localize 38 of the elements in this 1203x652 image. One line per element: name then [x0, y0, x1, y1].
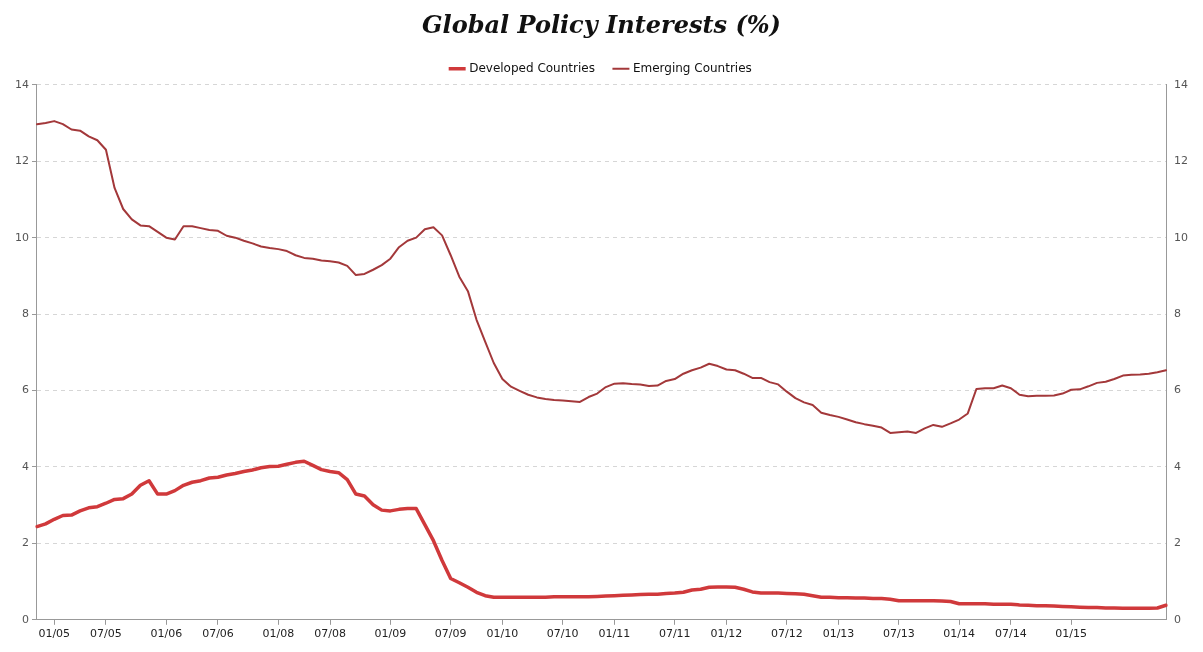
- x-tick-label: 01/12: [710, 627, 743, 641]
- y-tick-label: 8: [22, 306, 29, 320]
- x-tick-label: 07/10: [546, 627, 579, 641]
- y2-tick-label: 6: [1174, 383, 1181, 397]
- legend-label: Developed Countries: [469, 60, 595, 75]
- y-tick-label: 2: [22, 536, 29, 550]
- y2-tick-label: 4: [1174, 459, 1181, 473]
- x-tick-label: 01/09: [374, 627, 407, 641]
- x-tick-label: 01/10: [486, 627, 519, 641]
- x-tick-label: 07/12: [770, 627, 803, 641]
- x-tick-label: 01/14: [943, 627, 976, 641]
- x-tick-label: 07/14: [995, 627, 1027, 641]
- y2-tick-label: 10: [1174, 230, 1188, 244]
- x-tick-label: 01/15: [1055, 627, 1088, 641]
- x-tick-label: 01/06: [150, 627, 183, 641]
- y-tick-label: 4: [22, 459, 29, 473]
- y2-tick-label: 2: [1174, 536, 1181, 550]
- x-tick-label: 07/08: [314, 627, 346, 641]
- chart-title: Global Policy Interests (%): [422, 9, 781, 39]
- x-tick-label: 07/06: [202, 627, 234, 641]
- x-tick-label: 07/13: [882, 627, 915, 641]
- y-tick-label: 10: [15, 230, 29, 244]
- x-tick-label: 01/05: [38, 627, 71, 641]
- x-tick-label: 07/09: [434, 627, 467, 641]
- y2-tick-label: 12: [1174, 154, 1188, 168]
- x-tick-label: 07/05: [90, 627, 122, 641]
- y2-tick-label: 0: [1174, 612, 1181, 626]
- y-tick-label: 12: [15, 154, 29, 168]
- y-tick-label: 6: [22, 383, 29, 397]
- y2-tick-label: 8: [1174, 306, 1181, 320]
- y-tick-label: 0: [22, 612, 29, 626]
- x-tick-label: 01/08: [262, 627, 295, 641]
- y-tick-label: 14: [15, 77, 29, 91]
- x-tick-label: 01/11: [598, 627, 631, 641]
- x-tick-label: 07/11: [658, 627, 691, 641]
- x-tick-label: 01/13: [822, 627, 855, 641]
- legend-label: Emerging Countries: [632, 60, 752, 75]
- y2-tick-label: 14: [1174, 77, 1188, 91]
